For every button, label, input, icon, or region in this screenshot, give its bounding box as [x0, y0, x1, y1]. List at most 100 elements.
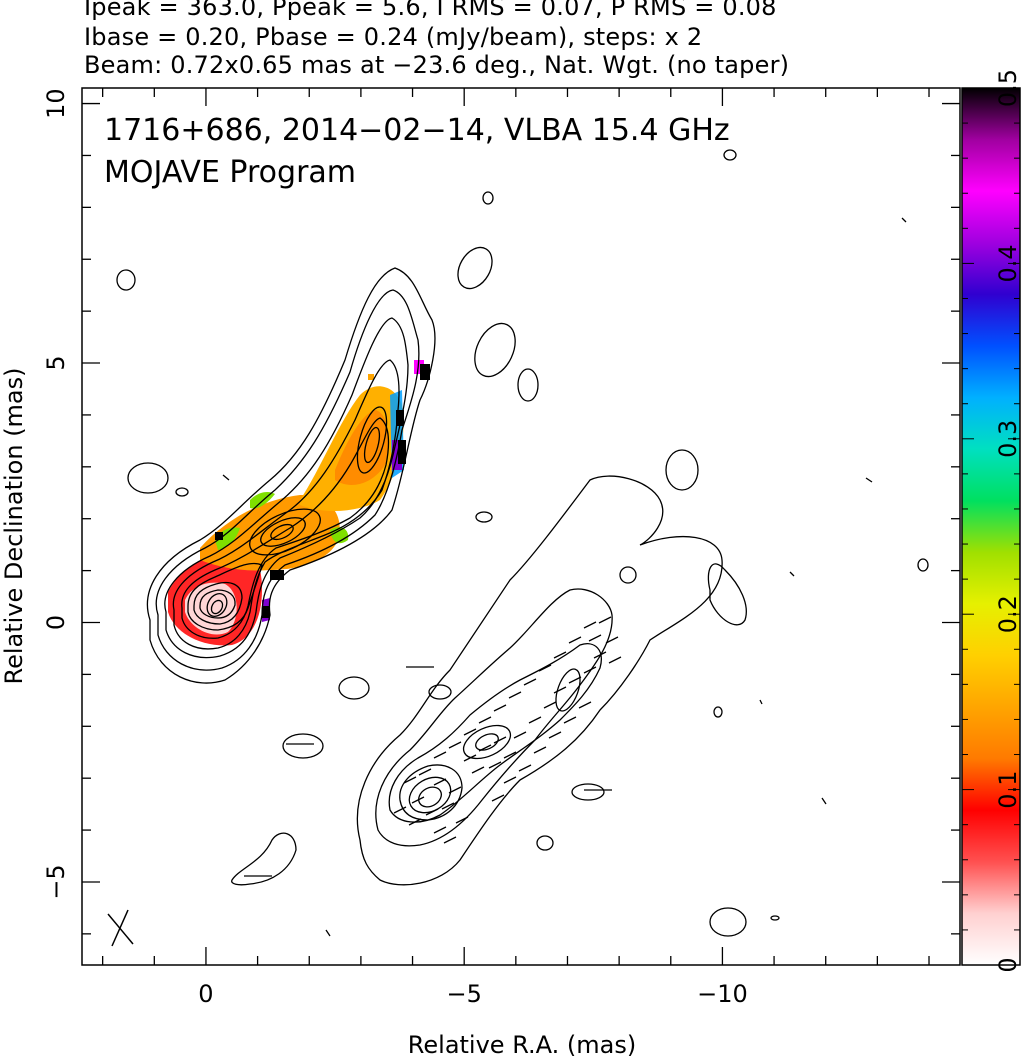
contour — [164, 317, 409, 659]
contour — [193, 581, 243, 625]
contour-blob — [231, 832, 297, 886]
evpa-vector — [553, 651, 567, 659]
intensity-contours — [116, 149, 929, 937]
contour-blob — [665, 449, 699, 491]
contour-blob — [428, 684, 452, 700]
polarization-pixel — [270, 570, 284, 580]
contour — [172, 359, 400, 650]
evpa-vector — [433, 778, 447, 786]
plot-frame — [81, 87, 961, 966]
polarization-pixel — [420, 364, 430, 380]
colorbar — [961, 87, 1021, 966]
x-tick-label: −10 — [697, 980, 748, 1008]
evpa-vector — [528, 716, 542, 724]
contour-south — [462, 724, 512, 760]
contour-blob — [457, 246, 493, 290]
contour-knot — [356, 406, 388, 474]
x-tick-label: 0 — [198, 980, 213, 1008]
evpa-vector — [411, 796, 425, 804]
evpa-vector — [493, 704, 507, 712]
polarization-vectors — [244, 616, 622, 877]
evpa-vector — [578, 701, 592, 709]
contour — [206, 593, 228, 617]
contour-blob — [536, 835, 554, 851]
evpa-vector — [503, 751, 517, 759]
evpa-vector — [441, 802, 455, 810]
contour-blob — [619, 566, 637, 584]
contour-knot — [260, 517, 306, 547]
y-tick-label: 5 — [42, 355, 70, 370]
contour-south — [555, 668, 581, 712]
evpa-vector — [533, 746, 547, 754]
plot-title-line-1: 1716+686, 2014−02−14, VLBA 15.4 GHz — [104, 113, 730, 148]
evpa-vector — [478, 744, 492, 752]
contour-blob — [116, 269, 136, 291]
y-tick-label: 0 — [42, 615, 70, 630]
contour-south — [399, 764, 463, 821]
colorbar-tick-label: 0 — [994, 957, 1022, 972]
evpa-vector — [598, 616, 612, 624]
contour — [199, 589, 236, 619]
evpa-vector — [563, 716, 577, 724]
contour-knot — [363, 426, 381, 464]
polarization-region-edge-green — [215, 492, 349, 550]
contour-blob — [474, 322, 516, 378]
evpa-vector — [568, 676, 582, 684]
evpa-vector — [478, 716, 492, 724]
evpa-vector — [433, 751, 447, 759]
contour-blob — [282, 733, 324, 759]
evpa-vector — [548, 731, 562, 739]
contour-blob — [713, 706, 723, 718]
contour-blob — [482, 191, 494, 205]
contour-knot — [270, 523, 294, 541]
y-axis-ticks: −5 0 5 10 — [42, 88, 960, 935]
evpa-vector — [403, 776, 417, 784]
contour-blob — [917, 558, 929, 572]
evpa-vector — [463, 728, 477, 736]
polarization-pixel — [396, 410, 404, 426]
evpa-vector — [433, 826, 447, 834]
header-line-1: Ipeak = 363.0, Ppeak = 5.6, I RMS = 0.07… — [84, 0, 777, 21]
evpa-vector — [448, 786, 462, 794]
contour-blob — [723, 149, 737, 161]
plot-title-line-2: MOJAVE Program — [104, 155, 356, 190]
contour-south — [418, 786, 442, 808]
evpa-vector — [463, 754, 477, 762]
polarization-pixel — [414, 360, 424, 374]
evpa-vector — [425, 808, 439, 816]
polarization-pixel — [368, 374, 374, 380]
x-axis-ticks: 0 −5 −10 — [102, 88, 930, 1008]
x-tick-label: −5 — [446, 980, 481, 1008]
evpa-vector — [491, 794, 505, 802]
evpa-vector — [568, 636, 582, 644]
contour-blob — [571, 783, 605, 801]
contour — [187, 562, 263, 631]
evpa-vector — [583, 666, 597, 674]
contour — [155, 289, 420, 671]
colorbar-tick-label: 0.3 — [994, 420, 1022, 458]
y-tick-label: −5 — [42, 864, 70, 899]
y-tick-label: 10 — [42, 88, 70, 119]
evpa-vector — [493, 736, 507, 744]
colorbar-ticks: 0 0.1 0.2 0.3 0.4 0.5 — [962, 69, 1022, 973]
polarization-pixel — [262, 606, 270, 618]
evpa-vector — [543, 701, 557, 709]
evpa-vector — [518, 764, 532, 772]
contour-south — [375, 588, 613, 847]
evpa-vector — [553, 686, 567, 694]
evpa-vector — [588, 634, 602, 642]
polarization-region-knot-2-core — [335, 410, 389, 485]
map-area — [107, 149, 929, 947]
colorbar-tick-label: 0.4 — [994, 244, 1022, 282]
contour-blob — [475, 511, 493, 523]
contour-tick — [222, 217, 907, 937]
evpa-vector — [488, 761, 502, 769]
evpa-vector — [443, 836, 457, 844]
contour-south — [388, 643, 602, 823]
y-axis-label: Relative Declination (mas) — [0, 367, 28, 684]
evpa-vector — [508, 691, 522, 699]
contour — [210, 599, 224, 615]
evpa-vector — [418, 768, 432, 776]
polarization-pixel — [215, 532, 223, 540]
